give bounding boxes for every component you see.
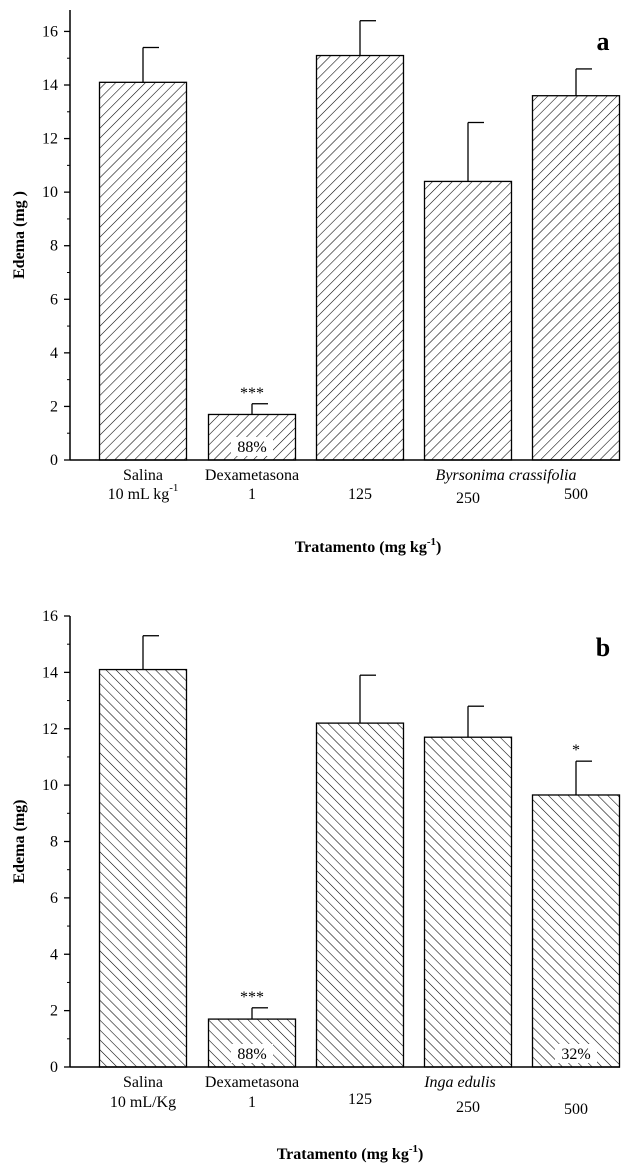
y-tick-label: 2 xyxy=(50,398,58,415)
bar xyxy=(531,95,621,461)
category-label: Dexametasona xyxy=(205,1074,299,1091)
bar xyxy=(423,180,513,461)
x-axis-title-main: Tratamento (mg kg xyxy=(295,539,427,556)
inhibition-label: 88% xyxy=(237,439,266,456)
bar xyxy=(98,668,188,1068)
x-axis-title: Tratamento (mg kg-1) xyxy=(295,536,442,556)
y-tick-label: 8 xyxy=(50,834,58,851)
significance-label: * xyxy=(572,742,580,759)
panel-letter: a xyxy=(597,27,610,56)
panel-letter: b xyxy=(596,633,610,662)
y-axis-title: Edema (mg) xyxy=(11,800,28,884)
bars: *** 88% * 32% xyxy=(98,635,621,1068)
y-tick-label: 0 xyxy=(50,452,58,469)
bar xyxy=(423,736,513,1068)
category-sublabel: 10 mL/Kg xyxy=(110,1094,176,1111)
chart-panel-a: 0 2 4 6 8 10 12 14 16 *** 88% a Edema (mg ) Salin… xyxy=(11,10,621,556)
chart-panel-b: 0 2 4 6 8 10 12 14 16 *** 88% * 32% b Edema (mg) Sa… xyxy=(11,608,621,1163)
category-label: Salina xyxy=(123,467,163,484)
y-tick-label: 16 xyxy=(42,608,58,625)
y-tick-label: 14 xyxy=(42,77,58,94)
group-label: Byrsonima crassifolia xyxy=(436,467,577,484)
y-tick-label: 8 xyxy=(50,238,58,255)
category-sublabel: 10 mL kg-1 xyxy=(108,482,179,503)
y-tick-label: 12 xyxy=(42,721,58,738)
inhibition-label-bg xyxy=(555,1044,597,1063)
y-tick-label: 16 xyxy=(42,23,58,40)
x-axis-title-sup: -1 xyxy=(409,1143,418,1155)
inhibition-label: 88% xyxy=(237,1046,266,1063)
y-tick-label: 0 xyxy=(50,1059,58,1076)
y-tick-label: 10 xyxy=(42,184,58,201)
category-sublabel: 1 xyxy=(248,486,256,503)
y-tick-label: 14 xyxy=(42,664,58,681)
bars: *** 88% xyxy=(98,20,621,461)
y-tick-label: 12 xyxy=(42,131,58,148)
bar xyxy=(315,54,405,461)
category-sublabel: 125 xyxy=(348,1091,372,1108)
category-sublabel: 250 xyxy=(456,490,480,507)
x-axis-title-end: ) xyxy=(436,539,441,556)
significance-label: *** xyxy=(240,385,264,402)
bar xyxy=(98,81,188,461)
y-tick-label: 10 xyxy=(42,777,58,794)
significance-label: *** xyxy=(240,989,264,1006)
category-sublabel: 500 xyxy=(564,1101,588,1118)
y-tick-label: 4 xyxy=(50,345,58,362)
y-ticks: 0 2 4 6 8 10 12 14 16 xyxy=(42,608,70,1076)
y-tick-label: 4 xyxy=(50,946,58,963)
x-axis-title-main: Tratamento (mg kg xyxy=(277,1146,409,1163)
y-tick-label: 6 xyxy=(50,291,58,308)
category-sublabel: 250 xyxy=(456,1099,480,1116)
category-labels: Salina 10 mL/Kg Dexametasona 1 125 250 500 xyxy=(110,1074,588,1118)
y-ticks: 0 2 4 6 8 10 12 14 16 xyxy=(42,23,70,469)
y-tick-label: 2 xyxy=(50,1003,58,1020)
inhibition-label-bg xyxy=(231,437,273,456)
inhibition-label-bg xyxy=(231,1044,273,1063)
x-axis-title-end: ) xyxy=(418,1146,423,1163)
inhibition-label: 32% xyxy=(561,1046,590,1063)
bar xyxy=(531,794,621,1068)
group-label: Inga edulis xyxy=(423,1074,496,1091)
category-sublabel: 125 xyxy=(348,486,372,503)
y-axis-title: Edema (mg ) xyxy=(11,191,28,279)
x-axis-title-sup: -1 xyxy=(427,536,436,548)
category-label: Dexametasona xyxy=(205,467,299,484)
y-tick-label: 6 xyxy=(50,890,58,907)
category-sublabel: 1 xyxy=(248,1094,256,1111)
category-sublabel: 500 xyxy=(564,486,588,503)
bar xyxy=(315,722,405,1068)
x-axis-title: Tratamento (mg kg-1) xyxy=(277,1143,424,1163)
category-label: Salina xyxy=(123,1074,163,1091)
